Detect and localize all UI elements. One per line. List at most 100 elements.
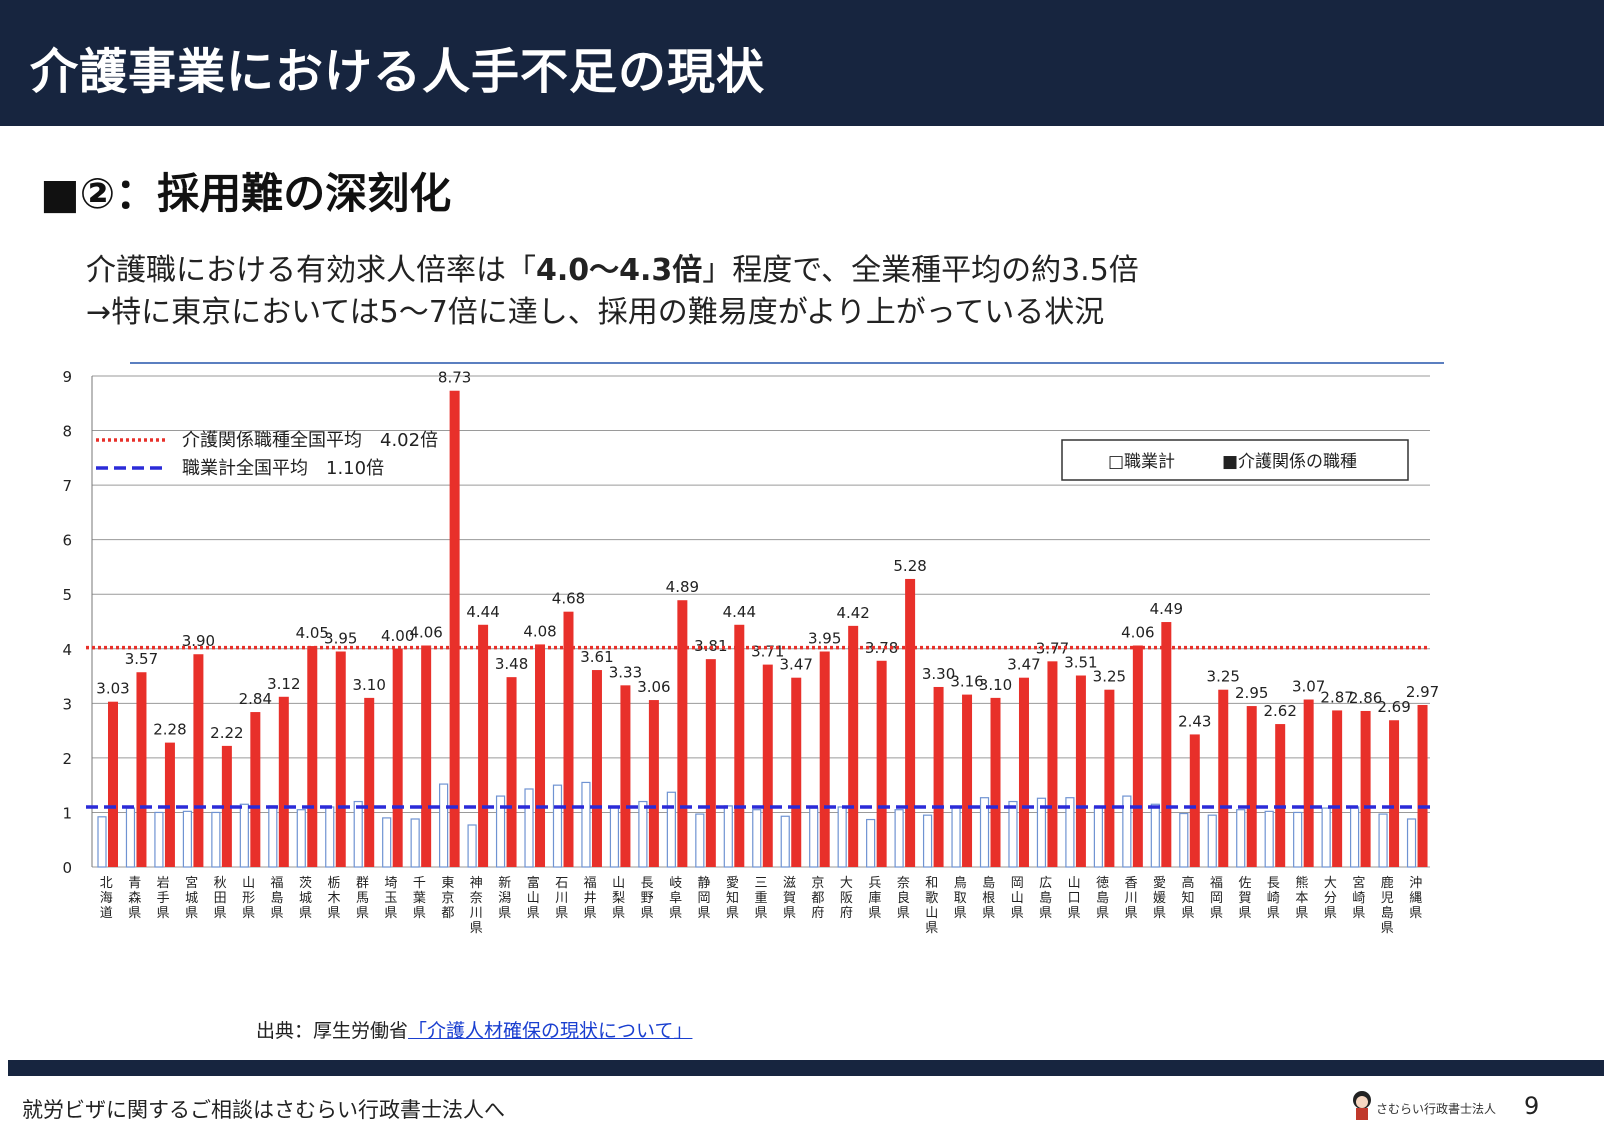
bar-value-label: 2.22 (210, 724, 243, 742)
x-tick-label: 徳島県 (1096, 876, 1109, 921)
bar-kaigo (136, 672, 147, 867)
bar-shokugyokei (1236, 809, 1246, 868)
x-tick-label: 大分県 (1324, 876, 1337, 921)
bar-kaigo (905, 578, 916, 867)
bar-value-label: 3.10 (353, 676, 386, 694)
bar-shokugyokei (1122, 795, 1132, 868)
x-tick-label: 新潟県 (498, 875, 511, 921)
bar-value-label: 3.47 (780, 656, 813, 674)
bar-shokugyokei (239, 803, 249, 868)
bar-value-label: 3.30 (922, 665, 955, 683)
bar-value-label: 3.25 (1207, 668, 1240, 686)
bar-kaigo (335, 651, 346, 867)
divider-line (130, 362, 1444, 364)
bar-kaigo (164, 742, 175, 867)
x-tick-label: 山口県 (1068, 876, 1081, 921)
description-line-1-bold: 4.0〜4.3倍 (536, 253, 703, 288)
bar-kaigo (762, 664, 773, 867)
bar-shokugyokei (467, 824, 477, 868)
description-line-1-pre: 介護職における有効求人倍率は「 (86, 253, 536, 288)
bar-shokugyokei (211, 811, 221, 868)
bar-kaigo (591, 670, 602, 867)
x-tick-label: 和歌山県 (925, 876, 938, 936)
bar-shokugyokei (410, 818, 420, 868)
x-tick-label: 宮城県 (185, 875, 198, 921)
bar-kaigo (933, 686, 944, 867)
bar-value-label: 4.00 (381, 627, 414, 645)
x-tick-label: 岐阜県 (669, 876, 682, 921)
bar-value-label: 4.44 (466, 603, 499, 621)
bar-value-label: 2.84 (239, 690, 272, 708)
bar-value-label: 3.16 (950, 673, 983, 691)
bar-value-label: 3.95 (324, 630, 357, 648)
x-tick-label: 栃木県 (327, 876, 340, 921)
bar-value-label: 3.03 (96, 680, 129, 698)
bar-shokugyokei (1349, 806, 1360, 868)
bar-value-label: 3.07 (1292, 678, 1325, 696)
bar-shokugyokei (325, 806, 335, 868)
legend-box (1061, 439, 1409, 481)
bar-kaigo (1389, 720, 1400, 867)
bar-kaigo (1189, 734, 1200, 867)
source-link[interactable]: 「介護人材確保の現状について」 (408, 1020, 693, 1042)
bar-kaigo (1218, 689, 1229, 867)
bar-kaigo (677, 600, 688, 867)
description-line-2: →特に東京においては5〜7倍に達し、採用の難易度がより上がっている状況 (86, 295, 1105, 330)
bar-shokugyokei (894, 809, 904, 868)
section-title: ■②：採用難の深刻化 (40, 169, 452, 218)
x-tick-label: 千葉県 (413, 876, 426, 921)
bar-shokugyokei (609, 806, 620, 868)
bar-shokugyokei (1264, 810, 1274, 868)
x-tick-label: 高知県 (1182, 875, 1195, 921)
bar-value-label: 4.49 (1150, 600, 1183, 618)
bar-kaigo (307, 646, 318, 867)
x-tick-label: 愛知県 (726, 876, 739, 921)
x-tick-label: 大阪府 (840, 876, 853, 921)
x-tick-label: 沖縄県 (1409, 876, 1422, 921)
x-tick-label: 鹿児島県 (1381, 875, 1394, 936)
x-tick-label: 山梨県 (612, 876, 625, 921)
bar-kaigo (250, 712, 261, 867)
bar-kaigo (1275, 724, 1286, 867)
x-tick-label: 福岡県 (1210, 876, 1223, 921)
bar-value-label: 3.78 (865, 639, 898, 657)
y-tick-label: 6 (62, 532, 72, 550)
bar-shokugyokei (1093, 806, 1103, 868)
bar-kaigo (421, 645, 432, 867)
bar-value-label: 3.48 (495, 655, 528, 673)
bar-value-label: 2.28 (153, 721, 186, 739)
bar-value-label: 4.89 (666, 578, 699, 596)
bar-kaigo (876, 660, 887, 867)
x-tick-label: 福島県 (271, 876, 284, 921)
bar-shokugyokei (154, 811, 164, 868)
x-tick-label: 山形県 (242, 876, 255, 921)
bar-shokugyokei (182, 810, 193, 868)
bar-kaigo (848, 625, 859, 867)
bar-shokugyokei (1378, 813, 1388, 868)
bar-kaigo (364, 697, 375, 867)
y-tick-label: 2 (62, 750, 72, 768)
bar-shokugyokei (809, 807, 819, 868)
bar-shokugyokei (752, 809, 762, 868)
bar-value-label: 3.95 (808, 630, 841, 648)
chart-legend: □職業計 ■介護関係の職種 (1061, 439, 1409, 481)
bar-shokugyokei (495, 795, 506, 868)
bar-shokugyokei (1207, 814, 1217, 868)
bar-kaigo (108, 701, 118, 867)
bar-value-label: 2.86 (1349, 689, 1382, 707)
bar-value-label: 2.87 (1320, 688, 1353, 706)
x-tick-label: 愛媛県 (1153, 876, 1166, 921)
bar-value-label: 4.05 (296, 624, 329, 642)
bar-shokugyokei (780, 815, 790, 868)
y-tick-label: 1 (62, 804, 72, 822)
bar-kaigo (648, 700, 659, 867)
header-bar: 介護事業における人手不足の現状 (0, 0, 1604, 126)
x-tick-label: 岡山県 (1011, 876, 1024, 921)
bar-value-label: 4.42 (836, 604, 869, 622)
x-tick-label: 青森県 (128, 876, 141, 921)
reference-legend-label: 職業計全国平均 1.10倍 (182, 458, 384, 479)
bar-value-label: 3.47 (1007, 656, 1040, 674)
bar-value-label: 2.97 (1406, 683, 1439, 701)
bar-kaigo (278, 696, 289, 867)
